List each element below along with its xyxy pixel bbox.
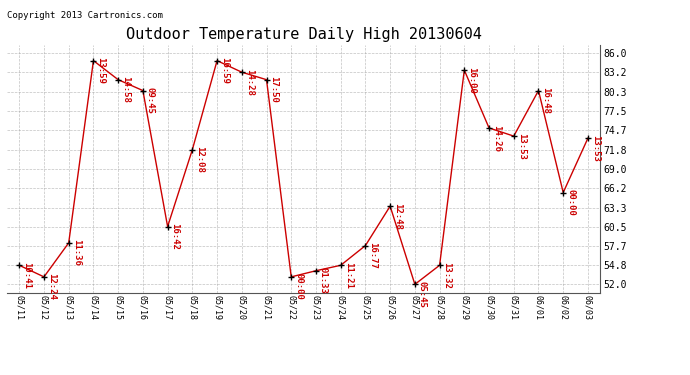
Text: 13:53: 13:53 xyxy=(591,135,600,162)
Text: 00:00: 00:00 xyxy=(294,273,303,300)
Text: 13:59: 13:59 xyxy=(97,57,106,84)
Text: 00:00: 00:00 xyxy=(566,189,575,216)
Text: 16:48: 16:48 xyxy=(542,87,551,114)
Text: 05:45: 05:45 xyxy=(418,281,427,308)
Text: 16:59: 16:59 xyxy=(220,57,229,84)
Text: 13:53: 13:53 xyxy=(517,133,526,160)
Text: 10:41: 10:41 xyxy=(22,262,31,289)
Text: 12:48: 12:48 xyxy=(393,203,402,229)
Text: 12:08: 12:08 xyxy=(195,146,204,173)
Text: 12:24: 12:24 xyxy=(47,273,56,300)
Text: 13:32: 13:32 xyxy=(442,262,451,289)
Text: 09:45: 09:45 xyxy=(146,87,155,114)
Text: Copyright 2013 Cartronics.com: Copyright 2013 Cartronics.com xyxy=(7,11,163,20)
Text: 11:21: 11:21 xyxy=(344,262,353,289)
Text: 17:50: 17:50 xyxy=(270,76,279,103)
Text: 01:33: 01:33 xyxy=(319,267,328,294)
Text: 16:42: 16:42 xyxy=(170,223,179,250)
Text: 14:58: 14:58 xyxy=(121,76,130,103)
Title: Outdoor Temperature Daily High 20130604: Outdoor Temperature Daily High 20130604 xyxy=(126,27,482,42)
Text: 16:00: 16:00 xyxy=(467,67,476,94)
Text: 14:28: 14:28 xyxy=(245,69,254,96)
Text: 11:36: 11:36 xyxy=(72,240,81,266)
Text: 16:77: 16:77 xyxy=(368,242,377,269)
Text: 14:26: 14:26 xyxy=(492,124,501,152)
